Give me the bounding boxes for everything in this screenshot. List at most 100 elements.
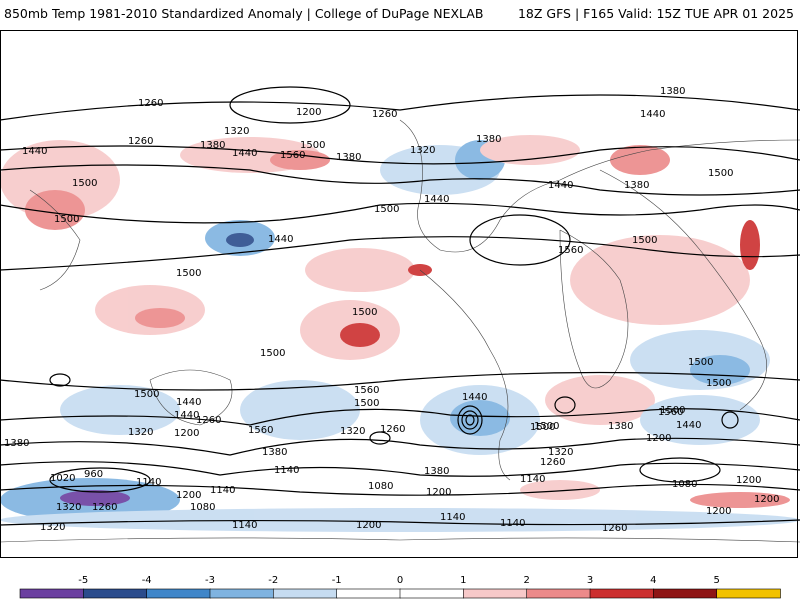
colorbar-tick-label: 1 bbox=[460, 575, 466, 586]
contour-label: 1380 bbox=[4, 438, 29, 449]
contour-label: 1140 bbox=[500, 518, 525, 529]
contour-label: 1500 bbox=[260, 348, 285, 359]
colorbar-bin bbox=[462, 588, 528, 599]
colorbar-ticks: -5 -4 -3 -2 -1 0 1 2 3 4 5 bbox=[78, 575, 720, 586]
height-contours bbox=[0, 86, 800, 526]
colorbar-bin bbox=[83, 588, 148, 599]
colorbar-tick-label: -5 bbox=[78, 575, 88, 586]
contour-label: 1140 bbox=[440, 512, 465, 523]
contour-label: 1320 bbox=[410, 145, 435, 156]
contour-label: 1440 bbox=[676, 420, 701, 431]
contour-label: 1200 bbox=[736, 475, 761, 486]
contour-label: 1500 bbox=[706, 378, 731, 389]
contour-label: 1380 bbox=[476, 134, 501, 145]
colorbar-bin bbox=[19, 588, 85, 599]
header-bar: 850mb Temp 1981-2010 Standardized Anomal… bbox=[0, 0, 800, 30]
contour-label: 1320 bbox=[128, 427, 153, 438]
contour-label: 1020 bbox=[50, 473, 75, 484]
contour-label: 1500 bbox=[72, 178, 97, 189]
contour-label: 1380 bbox=[660, 86, 685, 97]
contour-label: 1500 bbox=[708, 168, 733, 179]
contour-label: 1080 bbox=[368, 481, 393, 492]
colorbar-tick-label: 3 bbox=[587, 575, 593, 586]
contour-label: 1440 bbox=[22, 146, 47, 157]
contour-label: 1440 bbox=[640, 109, 665, 120]
contour-label: 1200 bbox=[706, 506, 731, 517]
colorbar-tick-label: 4 bbox=[650, 575, 656, 586]
colorbar-bin bbox=[399, 588, 465, 599]
colorbar-bin bbox=[589, 588, 655, 599]
anomaly-map: 1320 1380 1260 1200 1260 1440 1320 1380 … bbox=[0, 80, 800, 558]
colorbar-tick-label: -3 bbox=[205, 575, 215, 586]
contour-label: 1140 bbox=[136, 477, 161, 488]
contour-label: 1500 bbox=[688, 357, 713, 368]
contour-label: 1380 bbox=[624, 180, 649, 191]
contour-label: 1200 bbox=[176, 490, 201, 501]
colorbar-bin bbox=[526, 588, 591, 599]
contour-label: 960 bbox=[84, 469, 103, 480]
contour-label: 1560 bbox=[280, 150, 305, 161]
contour-label: 1200 bbox=[754, 494, 779, 505]
contour-label: 1500 bbox=[54, 214, 79, 225]
contour-label: 1500 bbox=[660, 405, 685, 416]
map-title: 850mb Temp 1981-2010 Standardized Anomal… bbox=[4, 6, 484, 21]
contour-label: 1500 bbox=[530, 422, 555, 433]
contour-label: 1140 bbox=[232, 520, 257, 531]
contour-label: 1500 bbox=[374, 204, 399, 215]
model-run-info: 18Z GFS | F165 Valid: 15Z TUE APR 01 202… bbox=[517, 6, 794, 21]
contour-label: 1440 bbox=[176, 397, 201, 408]
colorbar-bin bbox=[146, 588, 211, 599]
contour-label: 1320 bbox=[224, 126, 249, 137]
contour-label: 1560 bbox=[558, 245, 583, 256]
contour-labels: 1320 1380 1260 1200 1260 1440 1320 1380 … bbox=[4, 86, 779, 534]
contour-label: 1080 bbox=[672, 479, 697, 490]
colorbar-bin bbox=[652, 588, 718, 599]
contour-label: 1380 bbox=[336, 152, 361, 163]
colorbar-bin bbox=[272, 588, 338, 599]
contour-label: 1500 bbox=[354, 398, 379, 409]
contour-label: 1260 bbox=[602, 523, 627, 534]
contour-label: 1140 bbox=[274, 465, 299, 476]
contour-label: 1440 bbox=[462, 392, 487, 403]
contour-label: 1260 bbox=[372, 109, 397, 120]
colorbar-tick-label: -4 bbox=[142, 575, 152, 586]
colorbar: -5 -4 -3 -2 -1 0 1 2 3 4 5 bbox=[0, 565, 800, 600]
contour-label: 1140 bbox=[210, 485, 235, 496]
contour-label: 1380 bbox=[262, 447, 287, 458]
colorbar-bin bbox=[209, 588, 275, 599]
colorbar-bin bbox=[716, 588, 781, 599]
contour-label: 1500 bbox=[176, 268, 201, 279]
colorbar-bin bbox=[336, 588, 401, 599]
contour-label: 1200 bbox=[296, 107, 321, 118]
contour-label: 1320 bbox=[40, 522, 65, 533]
colorbar-tick-label: 0 bbox=[397, 575, 403, 586]
contour-label: 1500 bbox=[300, 140, 325, 151]
contour-label: 1380 bbox=[200, 140, 225, 151]
contour-label: 1500 bbox=[534, 421, 559, 432]
contour-label: 1200 bbox=[646, 433, 671, 444]
contour-label: 1440 bbox=[548, 180, 573, 191]
contour-label: 1440 bbox=[424, 194, 449, 205]
contour-label: 1560 bbox=[354, 385, 379, 396]
colorbar-tick-label: -2 bbox=[268, 575, 278, 586]
contour-label: 1320 bbox=[340, 426, 365, 437]
colorbar-tick-label: 2 bbox=[524, 575, 530, 586]
contour-label: 1500 bbox=[352, 307, 377, 318]
contour-label: 1500 bbox=[632, 235, 657, 246]
contour-label: 1260 bbox=[380, 424, 405, 435]
contour-label: 1560 bbox=[248, 425, 273, 436]
contour-label: 1440 bbox=[268, 234, 293, 245]
contour-label: 1380 bbox=[608, 421, 633, 432]
coastlines bbox=[0, 119, 800, 543]
contour-label: 1260 bbox=[196, 415, 221, 426]
contour-label: 1260 bbox=[92, 502, 117, 513]
colorbar-bins bbox=[19, 588, 781, 599]
contour-label: 1440 bbox=[174, 410, 199, 421]
contour-label: 1500 bbox=[134, 389, 159, 400]
contour-label: 1260 bbox=[138, 98, 163, 109]
contour-label: 1140 bbox=[520, 474, 545, 485]
contour-label: 1080 bbox=[190, 502, 215, 513]
colorbar-tick-label: -1 bbox=[332, 575, 342, 586]
contour-label: 1560 bbox=[658, 407, 683, 418]
contour-label: 1320 bbox=[56, 502, 81, 513]
